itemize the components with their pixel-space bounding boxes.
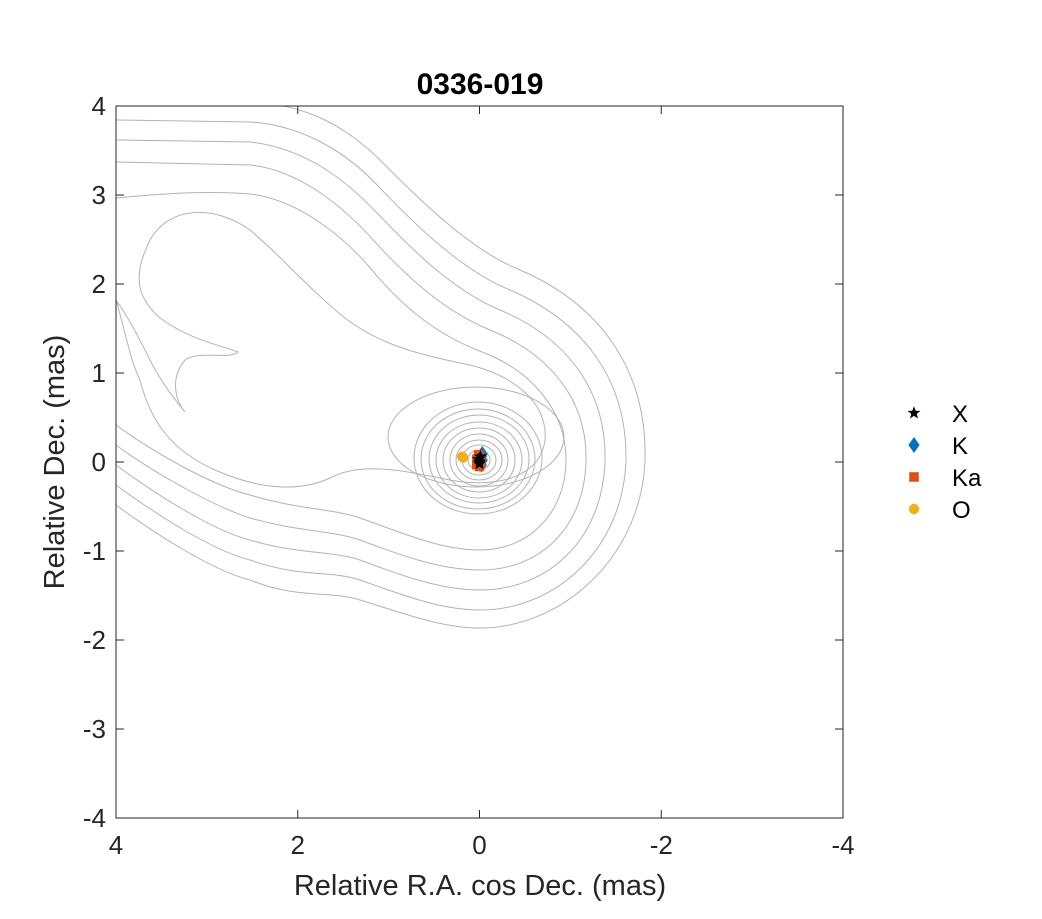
contour-level-5 [116,192,567,551]
x-tick-label: 0 [472,830,486,860]
x-tick-label: -4 [831,830,854,860]
y-axis-label: Relative Dec. (mas) [39,335,71,590]
y-tick-label: -3 [83,714,106,744]
y-tick-label: 0 [92,447,106,477]
contour-core-1 [387,386,565,488]
legend-marker-o [908,503,920,515]
legend: XK Ka O [907,401,982,524]
contour-core-8 [455,439,503,481]
contour-level-1 [116,106,646,629]
y-tick-label: -1 [83,536,106,566]
contour-core-4 [428,414,530,504]
y-tick-label: -4 [83,803,106,833]
legend-label-o: O [952,497,971,524]
contour-level-3 [116,139,606,591]
y-tick-label: 4 [92,91,106,121]
legend-label-x: X [952,401,968,428]
contour-jet [116,211,546,488]
data-markers [457,445,488,473]
y-tick-label: 1 [92,358,106,388]
y-tick-label: 3 [92,180,106,210]
contour-level-4 [116,161,587,571]
y-tick-label: -2 [83,625,106,655]
legend-label-ka: Ka [952,465,982,492]
y-tick-labels: 4 3 2 1 0 -1 -2 -3 -4 [83,91,106,833]
data-point-o [457,451,468,462]
axis-ticks [115,105,844,819]
x-axis-label: Relative R.A. cos Dec. (mas) [294,870,666,902]
legend-label-k: K [952,433,968,460]
x-tick-label: 4 [109,830,123,860]
contour-core-3 [420,408,536,510]
x-tick-label: -2 [650,830,673,860]
legend-marker-ka [909,472,919,482]
y-tick-label: 2 [92,269,106,299]
legend-marker-x [907,406,921,419]
contour-map [116,106,646,629]
legend-marker-k [908,437,920,453]
x-tick-label: 2 [291,830,305,860]
contour-level-2 [116,119,627,611]
contour-core-6 [442,427,516,493]
contour-core-2 [413,401,543,515]
data-point-x [473,449,487,463]
x-tick-labels: 4 2 0 -2 -4 [109,830,855,860]
data-point-x [473,456,486,470]
chart-title: 0336-019 [417,68,544,101]
contour-core-5 [435,421,523,499]
contour-core-7 [449,433,509,487]
